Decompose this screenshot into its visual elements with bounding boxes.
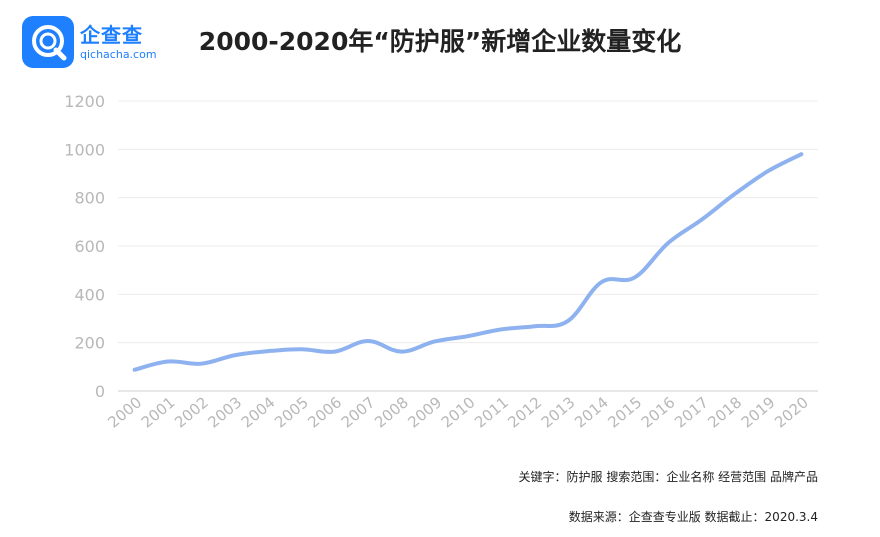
x-tick-label: 2006 <box>304 393 345 431</box>
x-tick-label: 2008 <box>371 393 412 431</box>
y-tick-label: 200 <box>74 334 105 353</box>
logo-domain: qichacha.com <box>80 47 157 61</box>
x-tick-label: 2001 <box>138 393 179 431</box>
x-tick-label: 2009 <box>404 393 445 431</box>
x-tick-label: 2004 <box>238 393 279 431</box>
x-tick-label: 2016 <box>638 393 679 431</box>
keywords-note: 关键字：防护服 搜索范围：企业名称 经营范围 品牌产品 <box>518 470 818 484</box>
y-tick-label: 400 <box>74 285 105 304</box>
x-tick-label: 2020 <box>771 393 812 431</box>
x-tick-label: 2002 <box>171 393 212 431</box>
logo-name: 企查查 <box>80 22 143 47</box>
x-tick-label: 2000 <box>104 393 145 431</box>
y-tick-label: 600 <box>74 237 105 256</box>
y-tick-label: 800 <box>74 189 105 208</box>
x-tick-label: 2011 <box>471 393 512 431</box>
source-note: 数据来源：企查查专业版 数据截止：2020.3.4 <box>568 510 818 524</box>
x-tick-label: 2010 <box>438 393 479 431</box>
x-tick-label: 2019 <box>738 393 779 431</box>
x-tick-label: 2005 <box>271 393 312 431</box>
y-tick-label: 1200 <box>64 92 105 111</box>
x-tick-label: 2003 <box>204 393 245 431</box>
x-tick-label: 2012 <box>504 393 545 431</box>
logo: 企查查 qichacha.com <box>22 16 157 68</box>
x-tick-label: 2015 <box>604 393 645 431</box>
qichacha-logo-icon <box>22 16 74 68</box>
x-tick-label: 2013 <box>538 393 579 431</box>
x-tick-label: 2018 <box>704 393 745 431</box>
x-tick-label: 2017 <box>671 393 712 431</box>
y-tick-label: 0 <box>95 382 105 401</box>
series-line <box>132 152 804 372</box>
chart-title: 2000-2020年“防护服”新增企业数量变化 <box>198 27 682 56</box>
y-tick-label: 1000 <box>64 140 105 159</box>
x-tick-label: 2007 <box>338 393 379 431</box>
x-tick-label: 2014 <box>571 393 612 431</box>
